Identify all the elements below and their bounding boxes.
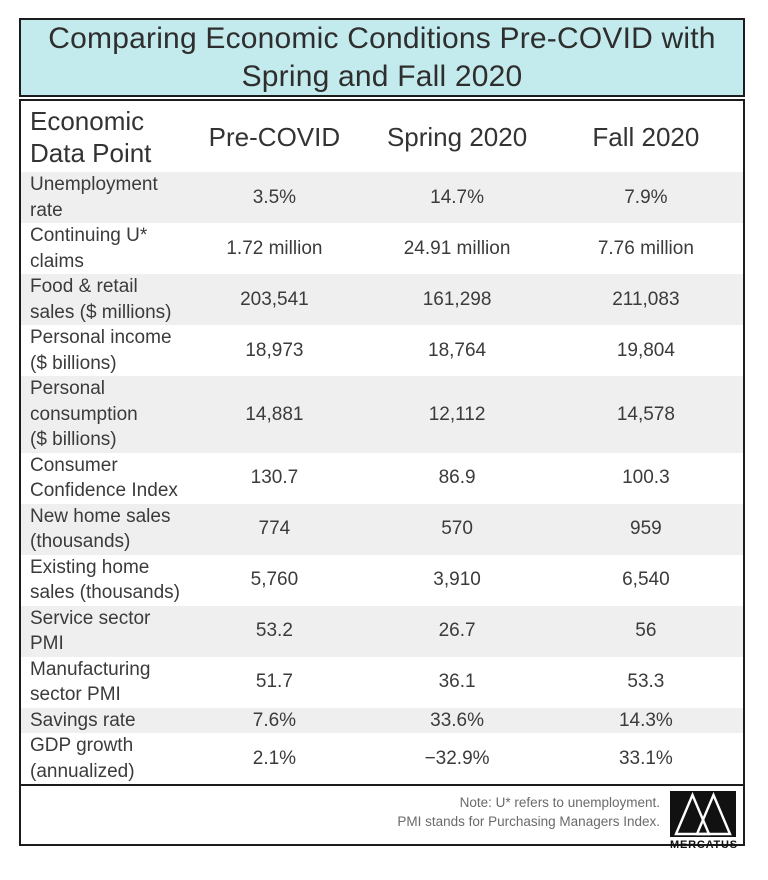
cell-value: 959 [630,518,662,540]
cell-value: 33.1% [618,747,673,769]
cell-value: 51.7 [255,671,293,693]
footnote-bar: Note: U* refers to unemployment. PMI sta… [21,784,743,851]
row-label: Personal consumption ($ billions) [30,378,138,450]
cell-value: 12,112 [428,403,486,425]
footnote-text: Note: U* refers to unemployment. PMI sta… [397,794,660,831]
mercatus-logo: MERCATUS [670,791,738,851]
cell-value: 19,804 [616,339,675,361]
header-row: Economic Data Point Pre-COVID Spring 202… [21,101,743,172]
row-label: Savings rate [30,709,136,731]
cell-value: 1.72 million [226,237,323,259]
cell-value: 3.5% [252,186,297,208]
cell-value: 7.76 million [597,237,694,259]
footnote-line-1: Note: U* refers to unemployment. [459,795,660,810]
cell-value: 203,541 [240,288,309,310]
table-row: Existing home sales (thousands) 5,760 3,… [21,555,743,606]
cell-value: 774 [258,518,291,540]
page-title: Comparing Economic Conditions Pre-COVID … [48,21,716,93]
cell-value: 100.3 [622,467,670,489]
row-label: Unemployment rate [30,174,158,221]
economic-data-table: Economic Data Point Pre-COVID Spring 202… [21,101,743,784]
cell-value: 56 [635,620,657,642]
table-row: Food & retail sales ($ millions) 203,541… [21,274,743,325]
cell-value: 26.7 [438,620,476,642]
cell-value: 14.3% [618,709,673,731]
cell-value: 2.1% [252,747,297,769]
cell-value: 33.6% [430,709,484,731]
table-row: Personal consumption ($ billions) 14,881… [21,376,743,453]
cell-value: 18,764 [428,339,487,361]
mercatus-mountains-icon [670,791,736,837]
footnote-line-2: PMI stands for Purchasing Managers Index… [397,813,660,829]
row-label: Continuing U* claims [30,225,148,272]
table-row: Personal income ($ billions) 18,973 18,7… [21,325,743,376]
table-row: Unemployment rate 3.5% 14.7% 7.9% [21,172,743,223]
cell-value: 6,540 [622,569,670,591]
table-row: Manufacturing sector PMI 51.7 36.1 53.3 [21,657,743,708]
table-row: Service sector PMI 53.2 26.7 56 [21,605,743,657]
cell-value: 53.2 [255,620,293,642]
column-header-fall-2020: Fall 2020 [592,121,700,152]
row-label: Existing home sales (thousands) [30,556,180,604]
column-header-data-point: Economic Data Point [30,105,152,168]
table-row: Continuing U* claims 1.72 million 24.91 … [21,223,743,274]
cell-value: −32.9% [424,747,490,769]
title-banner: Comparing Economic Conditions Pre-COVID … [19,18,745,97]
row-label: Manufacturing sector PMI [30,658,151,706]
row-label: New home sales (thousands) [30,505,171,553]
table-row: Savings rate 7.6% 33.6% 14.3% [21,707,743,733]
cell-value: 14,881 [245,403,304,425]
cell-value: 161,298 [422,288,492,310]
table-row: GDP growth (annualized) 2.1% −32.9% 33.1… [21,733,743,784]
row-label: Consumer Confidence Index [30,454,178,502]
table-row: New home sales (thousands) 774 570 959 [21,503,743,555]
column-header-pre-covid: Pre-COVID [208,121,341,152]
cell-value: 14,578 [616,403,675,425]
cell-value: 211,083 [612,288,680,310]
cell-value: 7.9% [624,186,668,208]
cell-value: 3,910 [433,569,481,591]
cell-value: 130.7 [250,467,299,489]
data-table-container: Economic Data Point Pre-COVID Spring 202… [19,99,745,851]
row-label: Service sector PMI [30,607,151,655]
infographic: Comparing Economic Conditions Pre-COVID … [19,18,745,851]
cell-value: 7.6% [252,709,297,731]
cell-value: 86.9 [438,467,476,489]
row-label: Food & retail sales ($ millions) [30,276,172,323]
cell-value: 24.91 million [403,237,511,259]
cell-value: 14.7% [430,186,484,208]
cell-value: 53.3 [627,671,665,693]
cell-value: 18,973 [245,339,304,361]
row-label: Personal income ($ billions) [30,327,172,374]
cell-value: 5,760 [250,569,299,591]
table-row: Consumer Confidence Index 130.7 86.9 100… [21,453,743,504]
column-header-spring-2020: Spring 2020 [386,121,528,152]
cell-value: 570 [441,518,473,540]
mercatus-wordmark: MERCATUS [670,839,738,851]
cell-value: 36.1 [438,671,476,693]
row-label: GDP growth (annualized) [30,735,135,782]
